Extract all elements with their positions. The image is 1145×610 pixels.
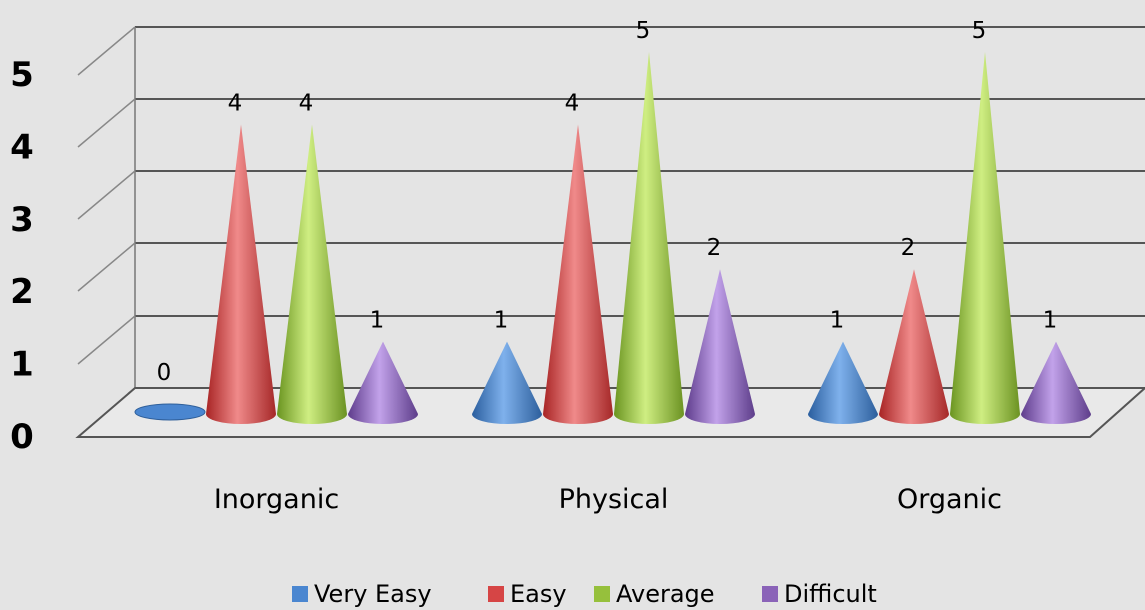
data-label: 5 <box>636 18 651 44</box>
cone-body <box>543 124 613 425</box>
cone-base-flat <box>134 403 206 421</box>
legend-label: Easy <box>510 580 567 608</box>
cone-mark <box>950 52 1020 424</box>
cone-body <box>614 52 684 424</box>
legend-label: Average <box>616 580 715 608</box>
data-label: 0 <box>157 360 172 386</box>
legend-swatch <box>594 586 610 602</box>
legend-swatch <box>292 586 308 602</box>
y-axis-ticks: 0 1 2 3 4 5 <box>10 55 34 457</box>
side-wall-2 <box>77 242 136 292</box>
data-label: 2 <box>901 235 916 261</box>
data-label: 2 <box>707 235 722 261</box>
category-labels: Inorganic Physical Organic <box>214 484 1002 515</box>
legend-swatch <box>488 586 504 602</box>
legend-item: Easy <box>488 580 567 608</box>
category-label: Organic <box>897 484 1002 515</box>
category-label: Physical <box>559 484 669 515</box>
data-label: 4 <box>228 90 243 116</box>
y-tick-label: 5 <box>10 55 34 95</box>
cone-mark <box>614 52 684 424</box>
side-wall-4 <box>77 98 136 148</box>
cones <box>134 52 1091 425</box>
data-label: 1 <box>1043 308 1058 334</box>
cone-mark <box>543 124 613 425</box>
data-label: 1 <box>494 308 509 334</box>
cone-body <box>685 269 755 424</box>
cone-mark <box>348 341 418 424</box>
data-label: 1 <box>370 308 385 334</box>
cone-mark <box>206 124 276 425</box>
cone-body <box>277 124 347 425</box>
cone-mark <box>472 341 542 424</box>
data-label: 5 <box>972 18 987 44</box>
side-wall-5 <box>77 26 136 76</box>
legend-label: Very Easy <box>314 580 432 608</box>
cone-body <box>808 341 878 424</box>
y-tick-label: 0 <box>10 417 34 457</box>
legend-swatch <box>762 586 778 602</box>
legend: Very Easy Easy Average Difficult <box>292 580 877 608</box>
cone-mark <box>277 124 347 425</box>
cone-mark <box>1021 341 1091 424</box>
cone-mark <box>879 269 949 424</box>
legend-item: Average <box>594 580 715 608</box>
side-wall-1 <box>77 315 136 365</box>
legend-item: Difficult <box>762 580 877 608</box>
y-tick-label: 3 <box>10 200 34 240</box>
y-tick-label: 2 <box>10 272 34 312</box>
cone-body <box>472 341 542 424</box>
data-label: 4 <box>565 90 580 116</box>
cone-mark <box>134 403 206 421</box>
category-label: Inorganic <box>214 484 339 515</box>
cone-mark <box>808 341 878 424</box>
data-labels: 0 4 4 1 1 4 5 2 1 2 5 1 <box>157 18 1058 386</box>
side-wall-3 <box>77 170 136 220</box>
cone-body <box>950 52 1020 424</box>
data-label: 1 <box>830 308 845 334</box>
y-tick-label: 4 <box>10 127 34 167</box>
cone-body <box>1021 341 1091 424</box>
cone-body <box>348 341 418 424</box>
legend-item: Very Easy <box>292 580 432 608</box>
cone-mark <box>685 269 755 424</box>
data-label: 4 <box>299 90 314 116</box>
y-tick-label: 1 <box>10 345 34 385</box>
cone-body <box>206 124 276 425</box>
cone-body <box>879 269 949 424</box>
legend-label: Difficult <box>784 580 877 608</box>
